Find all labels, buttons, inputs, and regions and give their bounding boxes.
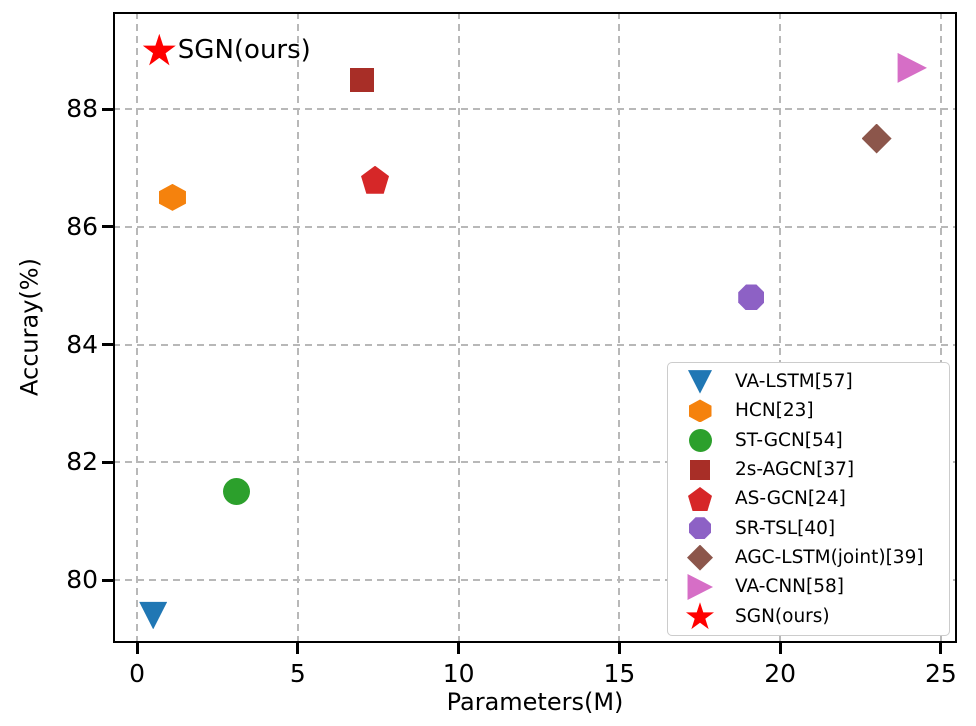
- legend-marker-box: [678, 573, 722, 600]
- legend: VA-LSTM[57] HCN[23] ST-GCN[54] 2s-AGCN[37] A…: [667, 362, 950, 636]
- marker-triangle-right-icon: [687, 573, 713, 600]
- legend-marker-box: [678, 428, 722, 452]
- legend-marker-box: [678, 486, 722, 511]
- data-point-as-gcn-24: [361, 165, 390, 194]
- y-gridline: [113, 579, 957, 582]
- y-axis-label: Accuray(%): [15, 258, 44, 396]
- x-tick-label: 5: [289, 659, 306, 688]
- x-gridline: [136, 12, 139, 643]
- marker-star-icon: [686, 602, 714, 630]
- y-tick-mark: [102, 225, 113, 229]
- legend-item-agc-lstm-joint-39: AGC-LSTM(joint)[39]: [678, 543, 949, 572]
- x-tick-mark: [939, 643, 943, 654]
- x-tick-label: 0: [129, 659, 146, 688]
- sgn-annotation: SGN(ours): [177, 35, 311, 66]
- legend-marker-box: [678, 517, 722, 540]
- legend-item-label: VA-CNN[58]: [735, 576, 844, 598]
- x-gridline: [618, 12, 621, 643]
- legend-item-label: SR-TSL[40]: [735, 517, 836, 539]
- marker-diamond-icon: [687, 544, 713, 571]
- legend-item-label: AGC-LSTM(joint)[39]: [735, 547, 924, 569]
- y-gridline: [113, 108, 957, 111]
- y-tick-label: 88: [66, 94, 98, 124]
- legend-item-label: SGN(ours): [735, 605, 830, 627]
- legend-item-2s-agcn-37: 2s-AGCN[37]: [678, 455, 949, 484]
- legend-marker-box: [678, 544, 722, 571]
- legend-item-label: 2s-AGCN[37]: [735, 459, 855, 481]
- y-tick-mark: [102, 107, 113, 111]
- y-tick-label: 80: [66, 565, 98, 595]
- x-gridline: [296, 12, 299, 643]
- data-point-2s-agcn-37: [350, 67, 375, 92]
- x-tick-mark: [296, 643, 300, 654]
- x-tick-mark: [135, 643, 139, 654]
- x-tick-mark: [778, 643, 782, 654]
- marker-hexagon-icon: [688, 399, 712, 423]
- y-tick-label: 84: [66, 329, 98, 359]
- x-tick-label: 15: [603, 659, 636, 688]
- data-point-hcn-23: [158, 183, 186, 211]
- legend-item-sr-tsl-40: SR-TSL[40]: [678, 514, 949, 543]
- marker-triangle-down-icon: [688, 370, 712, 394]
- data-point-sgn-ours: [142, 33, 176, 66]
- legend-marker-box: [678, 399, 722, 423]
- legend-item-hcn-23: HCN[23]: [678, 396, 949, 425]
- marker-square-icon: [690, 459, 710, 480]
- x-tick-label: 20: [764, 659, 797, 688]
- legend-marker-box: [678, 459, 722, 480]
- data-point-agc-lstm-joint-39: [861, 123, 892, 154]
- data-point-st-gcn-54: [223, 478, 251, 506]
- legend-item-sgn-ours: SGN(ours): [678, 602, 949, 631]
- y-tick-mark: [102, 578, 113, 582]
- x-gridline: [779, 12, 782, 643]
- marker-pentagon-icon: [688, 486, 712, 511]
- legend-item-va-cnn-58: VA-CNN[58]: [678, 572, 949, 601]
- x-tick-mark: [457, 643, 461, 654]
- legend-item-as-gcn-24: AS-GCN[24]: [678, 484, 949, 513]
- legend-item-va-lstm-57: VA-LSTM[57]: [678, 367, 949, 396]
- data-point-va-lstm-57: [139, 601, 168, 630]
- x-gridline: [457, 12, 460, 643]
- y-gridline: [113, 461, 957, 464]
- legend-marker-box: [678, 370, 722, 394]
- data-point-sr-tsl-40: [738, 284, 765, 311]
- x-tick-label: 10: [442, 659, 475, 688]
- plot-area: VA-LSTM[57] HCN[23] ST-GCN[54] 2s-AGCN[37] A…: [66, 12, 957, 688]
- legend-item-st-gcn-54: ST-GCN[54]: [678, 426, 949, 455]
- y-tick-label: 82: [66, 447, 98, 477]
- marker-octagon-icon: [689, 517, 711, 540]
- legend-item-label: VA-LSTM[57]: [735, 371, 853, 393]
- y-tick-mark: [102, 460, 113, 464]
- y-gridline: [113, 225, 957, 228]
- legend-item-label: HCN[23]: [735, 400, 814, 422]
- x-tick-mark: [617, 643, 621, 654]
- marker-circle-icon: [688, 428, 712, 452]
- legend-item-label: AS-GCN[24]: [735, 488, 846, 510]
- x-tick-label: 25: [925, 659, 957, 688]
- legend-item-label: ST-GCN[54]: [735, 429, 843, 451]
- y-tick-label: 86: [66, 211, 98, 241]
- y-tick-mark: [102, 343, 113, 347]
- legend-marker-box: [678, 602, 722, 630]
- x-gridline: [939, 12, 942, 643]
- data-point-va-cnn-58: [897, 52, 927, 83]
- x-axis-label: Parameters(M): [446, 688, 624, 716]
- y-gridline: [113, 343, 957, 346]
